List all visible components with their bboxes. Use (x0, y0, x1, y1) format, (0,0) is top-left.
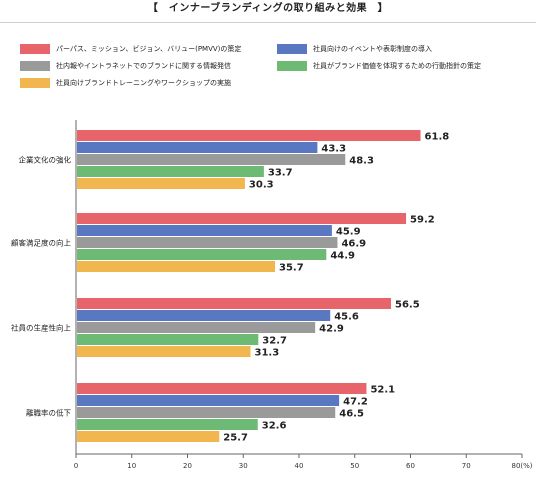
x-tick-label: 10 (127, 462, 136, 470)
bar-value-label: 32.7 (262, 336, 287, 347)
bar (77, 178, 245, 189)
legend-item-events: 社員向けのイベントや表彰制度の導入 (277, 43, 432, 55)
bar (77, 154, 346, 165)
bar (77, 310, 331, 321)
chart-title: 【 インナーブランディングの取り組みと効果 】 (147, 3, 389, 14)
legend-item-guidelines: 社員がブランド価値を体現するための行動指針の策定 (277, 60, 481, 72)
bar-value-label: 56.5 (395, 300, 420, 311)
legend-swatch-pmvv (20, 44, 50, 54)
bar (77, 395, 340, 406)
bar (77, 166, 264, 177)
x-tick-label: 70 (462, 462, 471, 470)
bar-value-label: 59.2 (410, 215, 435, 226)
legend-item-intranet: 社内報やイントラネットでのブランドに関する情報発信 (20, 60, 231, 72)
legend-item-pmvv: パーパス、ミッション、ビジョン、バリュー(PMVV)の策定 (20, 43, 241, 55)
bar (77, 322, 316, 333)
legend-label-training: 社員向けブランドトレーニングやワークショップの実施 (56, 79, 231, 87)
bar (77, 334, 259, 345)
bar (77, 249, 327, 260)
bar-value-label: 47.2 (343, 397, 368, 408)
bar (77, 237, 338, 248)
bar (77, 142, 318, 153)
bar (77, 225, 332, 236)
bar-value-label: 30.3 (249, 180, 274, 191)
x-tick-label: 30 (239, 462, 248, 470)
bar-value-label: 44.9 (330, 251, 355, 262)
x-tick-label: 80(%) (511, 462, 532, 470)
category-label: 企業文化の強化 (19, 155, 72, 165)
bar (77, 383, 367, 394)
bar (77, 261, 276, 272)
bar-value-label: 35.7 (279, 263, 304, 274)
bar-value-label: 46.9 (341, 239, 366, 250)
bar (77, 431, 220, 442)
x-tick-label: 60 (406, 462, 415, 470)
legend-label-events: 社員向けのイベントや表彰制度の導入 (313, 45, 432, 53)
category-label: 離職率の低下 (26, 408, 71, 418)
legend-swatch-guidelines (277, 61, 307, 71)
bar (77, 298, 391, 309)
title-divider (0, 22, 536, 23)
x-tick-label: 40 (295, 462, 304, 470)
bar (77, 419, 258, 430)
bar-value-label: 43.3 (321, 144, 346, 155)
bar (77, 130, 421, 141)
legend-label-pmvv: パーパス、ミッション、ビジョン、バリュー(PMVV)の策定 (56, 45, 242, 53)
x-tick-label: 0 (74, 462, 78, 470)
category-label: 社員の生産性向上 (11, 323, 71, 333)
legend-swatch-events (277, 44, 307, 54)
category-label: 顧客満足度の向上 (11, 238, 71, 248)
legend-label-guidelines: 社員がブランド価値を体現するための行動指針の策定 (313, 62, 481, 70)
bar-value-label: 31.3 (254, 348, 279, 359)
bar (77, 346, 251, 357)
bar (77, 407, 336, 418)
bar (77, 213, 407, 224)
bar-value-label: 61.8 (425, 132, 450, 143)
bar-value-label: 33.7 (268, 168, 293, 179)
bar-value-label: 45.6 (334, 312, 359, 323)
bar-value-label: 32.6 (262, 421, 287, 432)
legend-swatch-training (20, 78, 50, 88)
bar-value-label: 52.1 (370, 385, 395, 396)
bar-value-label: 46.5 (339, 409, 364, 420)
x-tick-label: 50 (350, 462, 359, 470)
legend-swatch-intranet (20, 61, 50, 71)
bar-value-label: 25.7 (223, 433, 248, 444)
bar-value-label: 48.3 (349, 156, 374, 167)
legend-label-intranet: 社内報やイントラネットでのブランドに関する情報発信 (56, 62, 231, 70)
x-tick-label: 20 (183, 462, 192, 470)
bar-value-label: 45.9 (336, 227, 361, 238)
bar-value-label: 42.9 (319, 324, 344, 335)
legend-item-training: 社員向けブランドトレーニングやワークショップの実施 (20, 77, 231, 89)
